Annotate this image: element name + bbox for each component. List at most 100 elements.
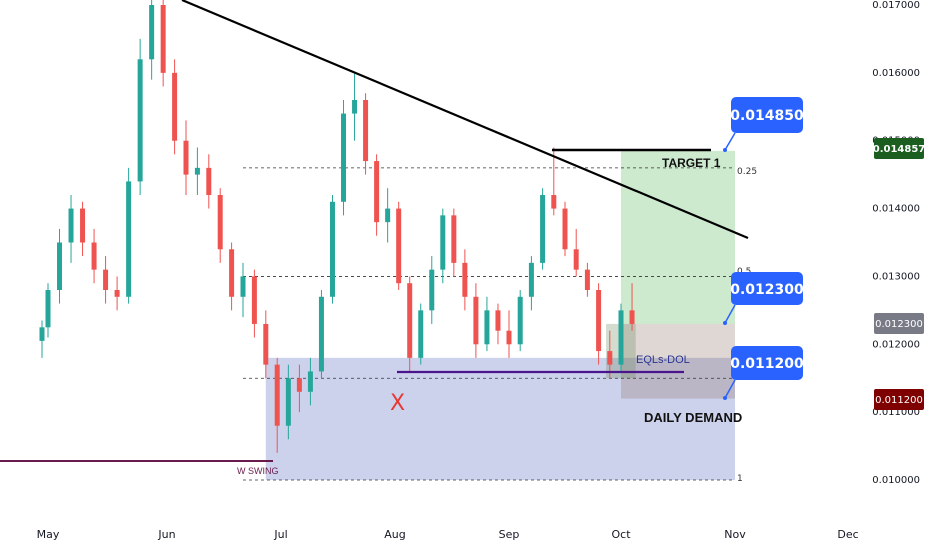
candle-body [528,262,534,297]
candle-body [562,208,568,250]
candle [91,228,97,284]
callout-entry-anchor [723,321,727,325]
candle [251,269,257,338]
x-mark: X [390,391,405,416]
candle-body [385,208,391,223]
month-tick-label: Aug [384,528,405,541]
candle-body [462,262,468,297]
candle-body [183,140,189,175]
candle-body [429,269,435,311]
candle [114,276,120,311]
candle [318,290,324,379]
candle-body [80,208,86,243]
candle-body [451,215,457,263]
callout-target-price[interactable]: 0.014850 [723,97,804,152]
candle [363,93,369,175]
candle-body [45,290,51,328]
price-scale[interactable]: 0.0170000.0160000.0150000.0140000.013000… [872,0,920,486]
candle [352,72,358,141]
entry-price-badge: 0.012300 [875,319,923,330]
stop-price-badge: 0.011200 [875,395,923,406]
candle [495,303,501,345]
callout-stop-box [731,346,803,380]
candle-body [160,5,166,73]
target-1-label: TARGET 1 [662,156,721,170]
candle-body [137,59,143,182]
candle-body [584,269,590,290]
candle-body [484,310,490,345]
candle [418,303,424,365]
candle [329,195,335,304]
callout-target-box [731,97,803,133]
callout-stop-text: 0.011200 [730,356,804,372]
target-zone [621,150,735,324]
candle [103,256,109,304]
time-axis[interactable]: May Jun Jul Aug Sep Oct Nov Dec [37,528,859,541]
month-tick-label: Dec [837,528,858,541]
candle-body [341,113,347,202]
candle-body [307,371,313,392]
month-tick-label: Nov [724,528,746,541]
candle [39,320,45,358]
candle [341,100,347,216]
candle-body [229,249,235,297]
candle [172,59,178,155]
candle-body [418,310,424,358]
candle-body [206,167,212,195]
candle-body [91,242,97,270]
callout-stop-price[interactable]: 0.011200 [723,346,804,400]
candle [263,310,269,379]
candle-body [440,215,446,270]
fib-1-label: 1 [737,474,743,484]
candle-body [263,323,269,365]
candle [484,296,490,352]
candle [80,201,86,257]
candle [45,283,51,338]
candle [506,310,512,358]
candle [607,330,613,379]
month-tick-label: Jun [157,528,175,541]
candle-body [39,327,45,341]
candle-body [103,269,109,290]
candle [440,208,446,284]
candle [596,283,602,365]
descending-trendline[interactable] [181,0,749,240]
candle-body [573,249,579,270]
price-badges: 0.014857 0.012300 0.011200 [873,138,925,410]
candle-body [473,296,479,345]
eqls-dol-label: EQLs-DOL [636,354,690,366]
candle-body [217,195,223,250]
candle-body [149,5,155,60]
price-tick-label: 0.010000 [872,475,920,486]
candle [68,195,74,263]
risk-zone [621,323,735,399]
candle [206,154,212,209]
candle [194,147,200,195]
callout-entry-text: 0.012300 [730,282,804,298]
candle [385,188,391,243]
callout-entry-price[interactable]: 0.012300 [723,272,804,325]
candle [160,0,166,87]
callout-target-connector [724,132,736,151]
price-tick-label: 0.012000 [872,339,920,350]
candle [126,167,132,304]
candle-body [172,72,178,141]
candle-body [396,208,402,284]
daily-demand-label: DAILY DEMAND [644,410,742,425]
candle-body [495,310,501,331]
candle [296,364,302,413]
candle [618,303,624,372]
callout-target-text: 0.014850 [730,108,804,124]
month-tick-label: Oct [611,528,631,541]
candle-body [68,208,74,243]
candle-body [607,351,613,365]
candle [429,256,435,324]
price-tick-label: 0.017000 [872,0,920,11]
price-tick-label: 0.016000 [872,68,920,79]
stop-price-badge-bg [874,389,924,410]
candle-body [629,310,635,324]
candle-body [329,201,335,297]
callout-stop-anchor [723,396,727,400]
candles-group [39,0,635,453]
